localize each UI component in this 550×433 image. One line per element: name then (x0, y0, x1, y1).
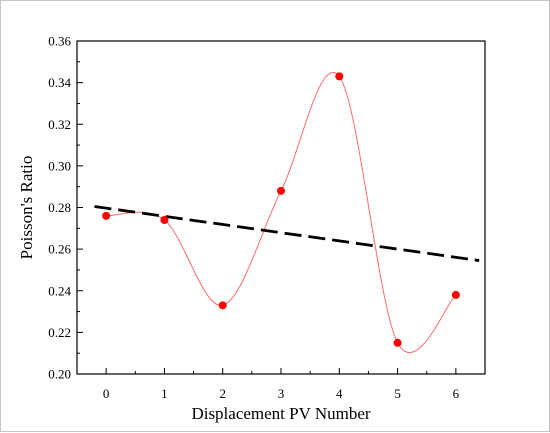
x-tick-label: 3 (278, 386, 285, 401)
y-tick-label: 0.30 (48, 158, 71, 173)
data-point (218, 301, 227, 310)
y-tick-label: 0.32 (48, 117, 71, 132)
trend-line (94, 205, 480, 262)
y-tick-label: 0.34 (48, 75, 71, 90)
data-point (393, 338, 402, 347)
y-tick-label: 0.20 (48, 367, 71, 382)
y-axis-ticks: 0.20 0.22 0.24 0.26 0.28 0.30 0.32 0.34 0.36 (48, 34, 83, 382)
x-tick-label: 2 (219, 386, 226, 401)
y-axis-title: Poisson's Ratio (17, 156, 36, 260)
data-point (335, 72, 344, 81)
x-axis-ticks: 0 1 2 3 4 5 6 (76, 368, 486, 401)
plot-border (76, 40, 486, 375)
y-tick-label: 0.24 (48, 283, 71, 298)
spline-curve (106, 72, 457, 353)
series-layer (94, 72, 480, 353)
x-tick-label: 1 (161, 386, 168, 401)
plot-area (76, 40, 486, 375)
data-point (160, 215, 169, 224)
data-point (451, 290, 460, 299)
y-tick-label: 0.36 (48, 34, 71, 49)
data-point (277, 186, 285, 195)
x-tick-label: 5 (394, 386, 401, 401)
y-tick-label: 0.28 (48, 200, 71, 215)
x-tick-label: 4 (336, 386, 343, 401)
x-axis-title: Displacement PV Number (191, 404, 370, 423)
y-tick-label: 0.22 (48, 325, 71, 340)
y-tick-label: 0.26 (48, 242, 71, 257)
x-tick-label: 0 (103, 386, 110, 401)
data-point (102, 211, 111, 220)
x-tick-label: 6 (453, 386, 460, 401)
